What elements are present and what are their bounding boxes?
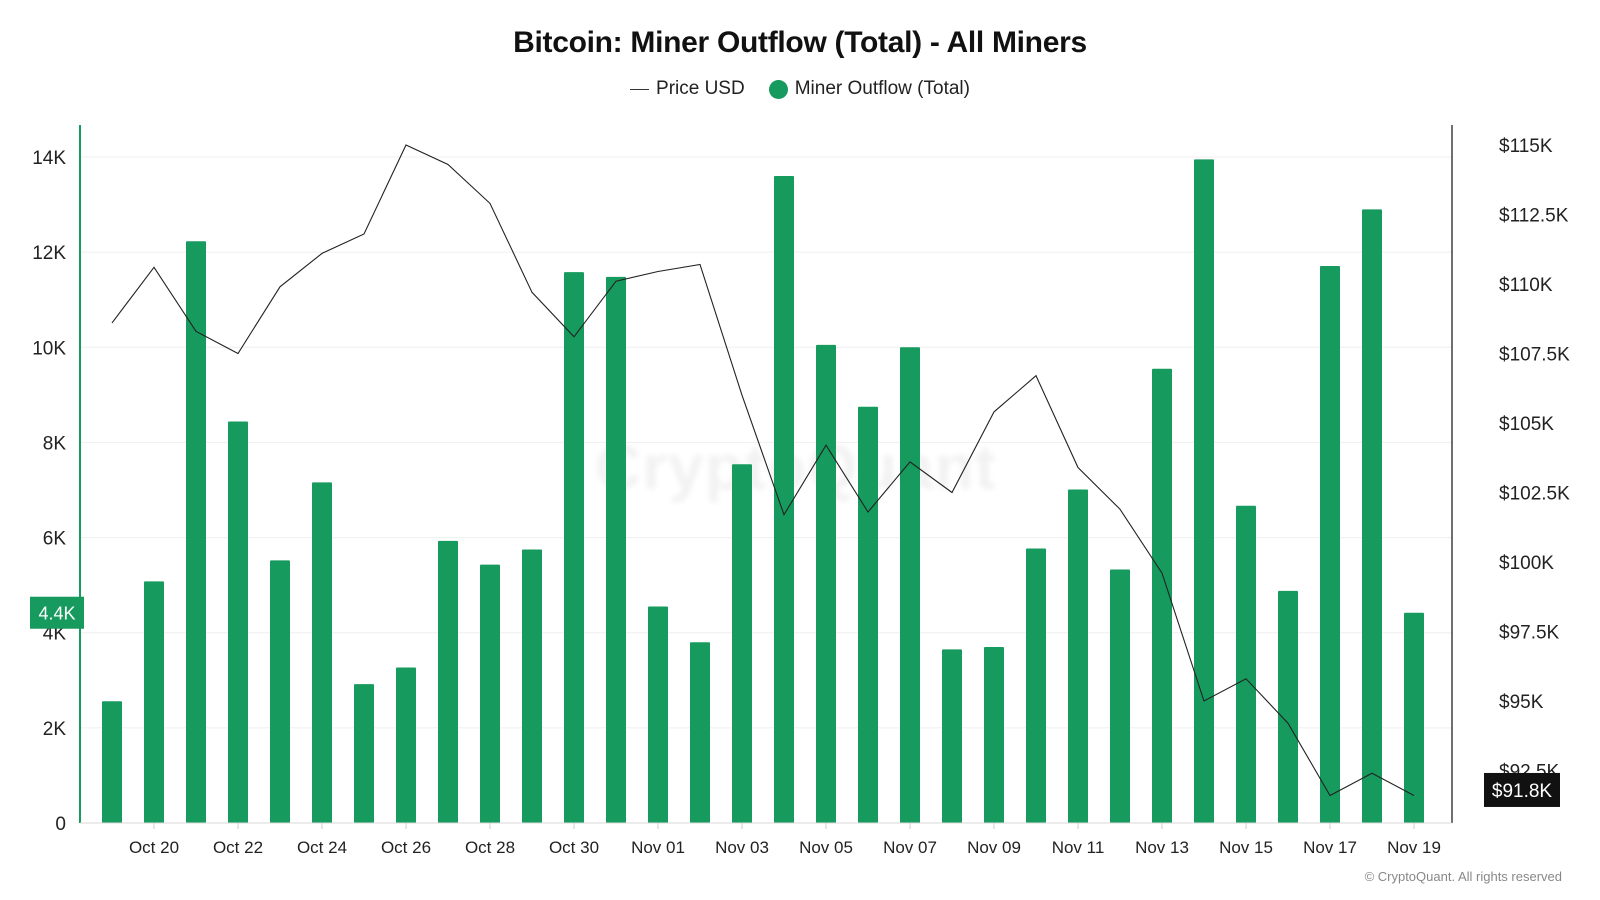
- x-tick-label: Nov 13: [1135, 838, 1189, 857]
- x-tick-label: Nov 07: [883, 838, 937, 857]
- outflow-bar: [1278, 590, 1298, 823]
- x-tick-label: Nov 01: [631, 838, 685, 857]
- outflow-bar: [144, 581, 164, 823]
- x-tick-label: Nov 17: [1303, 838, 1357, 857]
- outflow-bar: [1362, 209, 1382, 824]
- outflow-bar: [690, 642, 710, 823]
- x-tick-label: Oct 30: [549, 838, 599, 857]
- legend-line-swatch: [630, 88, 650, 90]
- y-left-tick-label: 0: [55, 814, 66, 835]
- outflow-bar: [606, 276, 626, 823]
- y-left-tick-label: 10K: [32, 338, 66, 359]
- x-tick-label: Oct 28: [465, 838, 515, 857]
- outflow-bar: [312, 482, 332, 823]
- y-left-tick-label: 4K: [43, 624, 67, 645]
- outflow-bar: [1026, 548, 1046, 823]
- y-right-tick-label: $107.5K: [1499, 345, 1570, 366]
- outflow-bar: [1236, 505, 1256, 823]
- y-right-tick-label: $95K: [1499, 692, 1544, 713]
- outflow-bar: [564, 272, 584, 823]
- chart-legend: Price USD Miner Outflow (Total): [0, 78, 1600, 100]
- left-current-marker: [30, 596, 84, 629]
- x-tick-label: Oct 24: [297, 838, 347, 857]
- chart-title: Bitcoin: Miner Outflow (Total) - All Min…: [513, 26, 1087, 59]
- x-tick-label: Nov 05: [799, 838, 853, 857]
- outflow-bar: [438, 540, 458, 823]
- legend-dot-swatch: [768, 79, 788, 99]
- y-right-tick-label: $110K: [1499, 275, 1553, 296]
- y-right-tick-label: $102.5K: [1499, 484, 1570, 505]
- outflow-bar: [774, 176, 794, 823]
- outflow-bar: [1194, 159, 1214, 824]
- x-tick-label: Nov 15: [1219, 838, 1273, 857]
- right-current-marker: [1484, 772, 1560, 807]
- y-right-tick-label: $105K: [1499, 414, 1554, 435]
- outflow-bar: [354, 684, 374, 823]
- y-right-tick-label: $115K: [1499, 136, 1553, 157]
- x-tick-label: Nov 19: [1387, 838, 1441, 857]
- outflow-bar: [984, 646, 1004, 823]
- outflow-bar: [186, 241, 206, 824]
- outflow-bar: [1110, 569, 1130, 823]
- legend-item-price[interactable]: Price USD: [630, 78, 745, 100]
- y-left-tick-label: 2K: [43, 719, 67, 740]
- outflow-bar: [648, 606, 668, 823]
- outflow-bar: [1068, 489, 1088, 823]
- watermark-logo: CryptoQuant: [595, 431, 998, 503]
- x-tick-label: Nov 11: [1052, 838, 1105, 857]
- x-tick-label: Oct 26: [381, 838, 431, 857]
- outflow-bar: [480, 564, 500, 823]
- legend-item-outflow[interactable]: Miner Outflow (Total): [768, 78, 970, 100]
- x-tick-label: Nov 03: [715, 838, 769, 857]
- price-line: [111, 144, 1415, 797]
- outflow-bar: [1152, 368, 1172, 823]
- y-left-tick-label: 6K: [43, 529, 67, 550]
- legend-label-price: Price USD: [656, 78, 745, 99]
- outflow-bar: [900, 347, 920, 823]
- copyright-notice: © CryptoQuant. All rights reserved: [1364, 869, 1562, 884]
- outflow-bar: [1320, 265, 1340, 823]
- outflow-bar: [816, 344, 836, 823]
- left-current-marker-label: 4.4K: [38, 604, 75, 624]
- outflow-bar: [1404, 612, 1424, 823]
- outflow-bar: [732, 464, 752, 823]
- y-right-tick-label: $97.5K: [1499, 623, 1560, 644]
- outflow-bar: [102, 701, 122, 823]
- y-right-tick-label: $112.5K: [1499, 206, 1569, 227]
- outflow-bar: [942, 649, 962, 823]
- outflow-bar: [270, 560, 290, 823]
- y-left-tick-label: 12K: [32, 243, 66, 264]
- outflow-bar: [228, 421, 248, 823]
- x-tick-label: Oct 22: [213, 838, 263, 857]
- outflow-bar: [522, 549, 542, 823]
- y-left-tick-label: 14K: [32, 148, 66, 169]
- right-current-marker-label: $91.8K: [1492, 781, 1553, 802]
- outflow-bar: [396, 667, 416, 823]
- legend-label-outflow: Miner Outflow (Total): [794, 78, 970, 99]
- x-tick-label: Oct 20: [129, 838, 179, 857]
- y-left-tick-label: 8K: [43, 433, 67, 454]
- outflow-bar: [858, 406, 878, 823]
- x-tick-label: Nov 09: [967, 838, 1021, 857]
- y-right-tick-label: $100K: [1499, 553, 1554, 574]
